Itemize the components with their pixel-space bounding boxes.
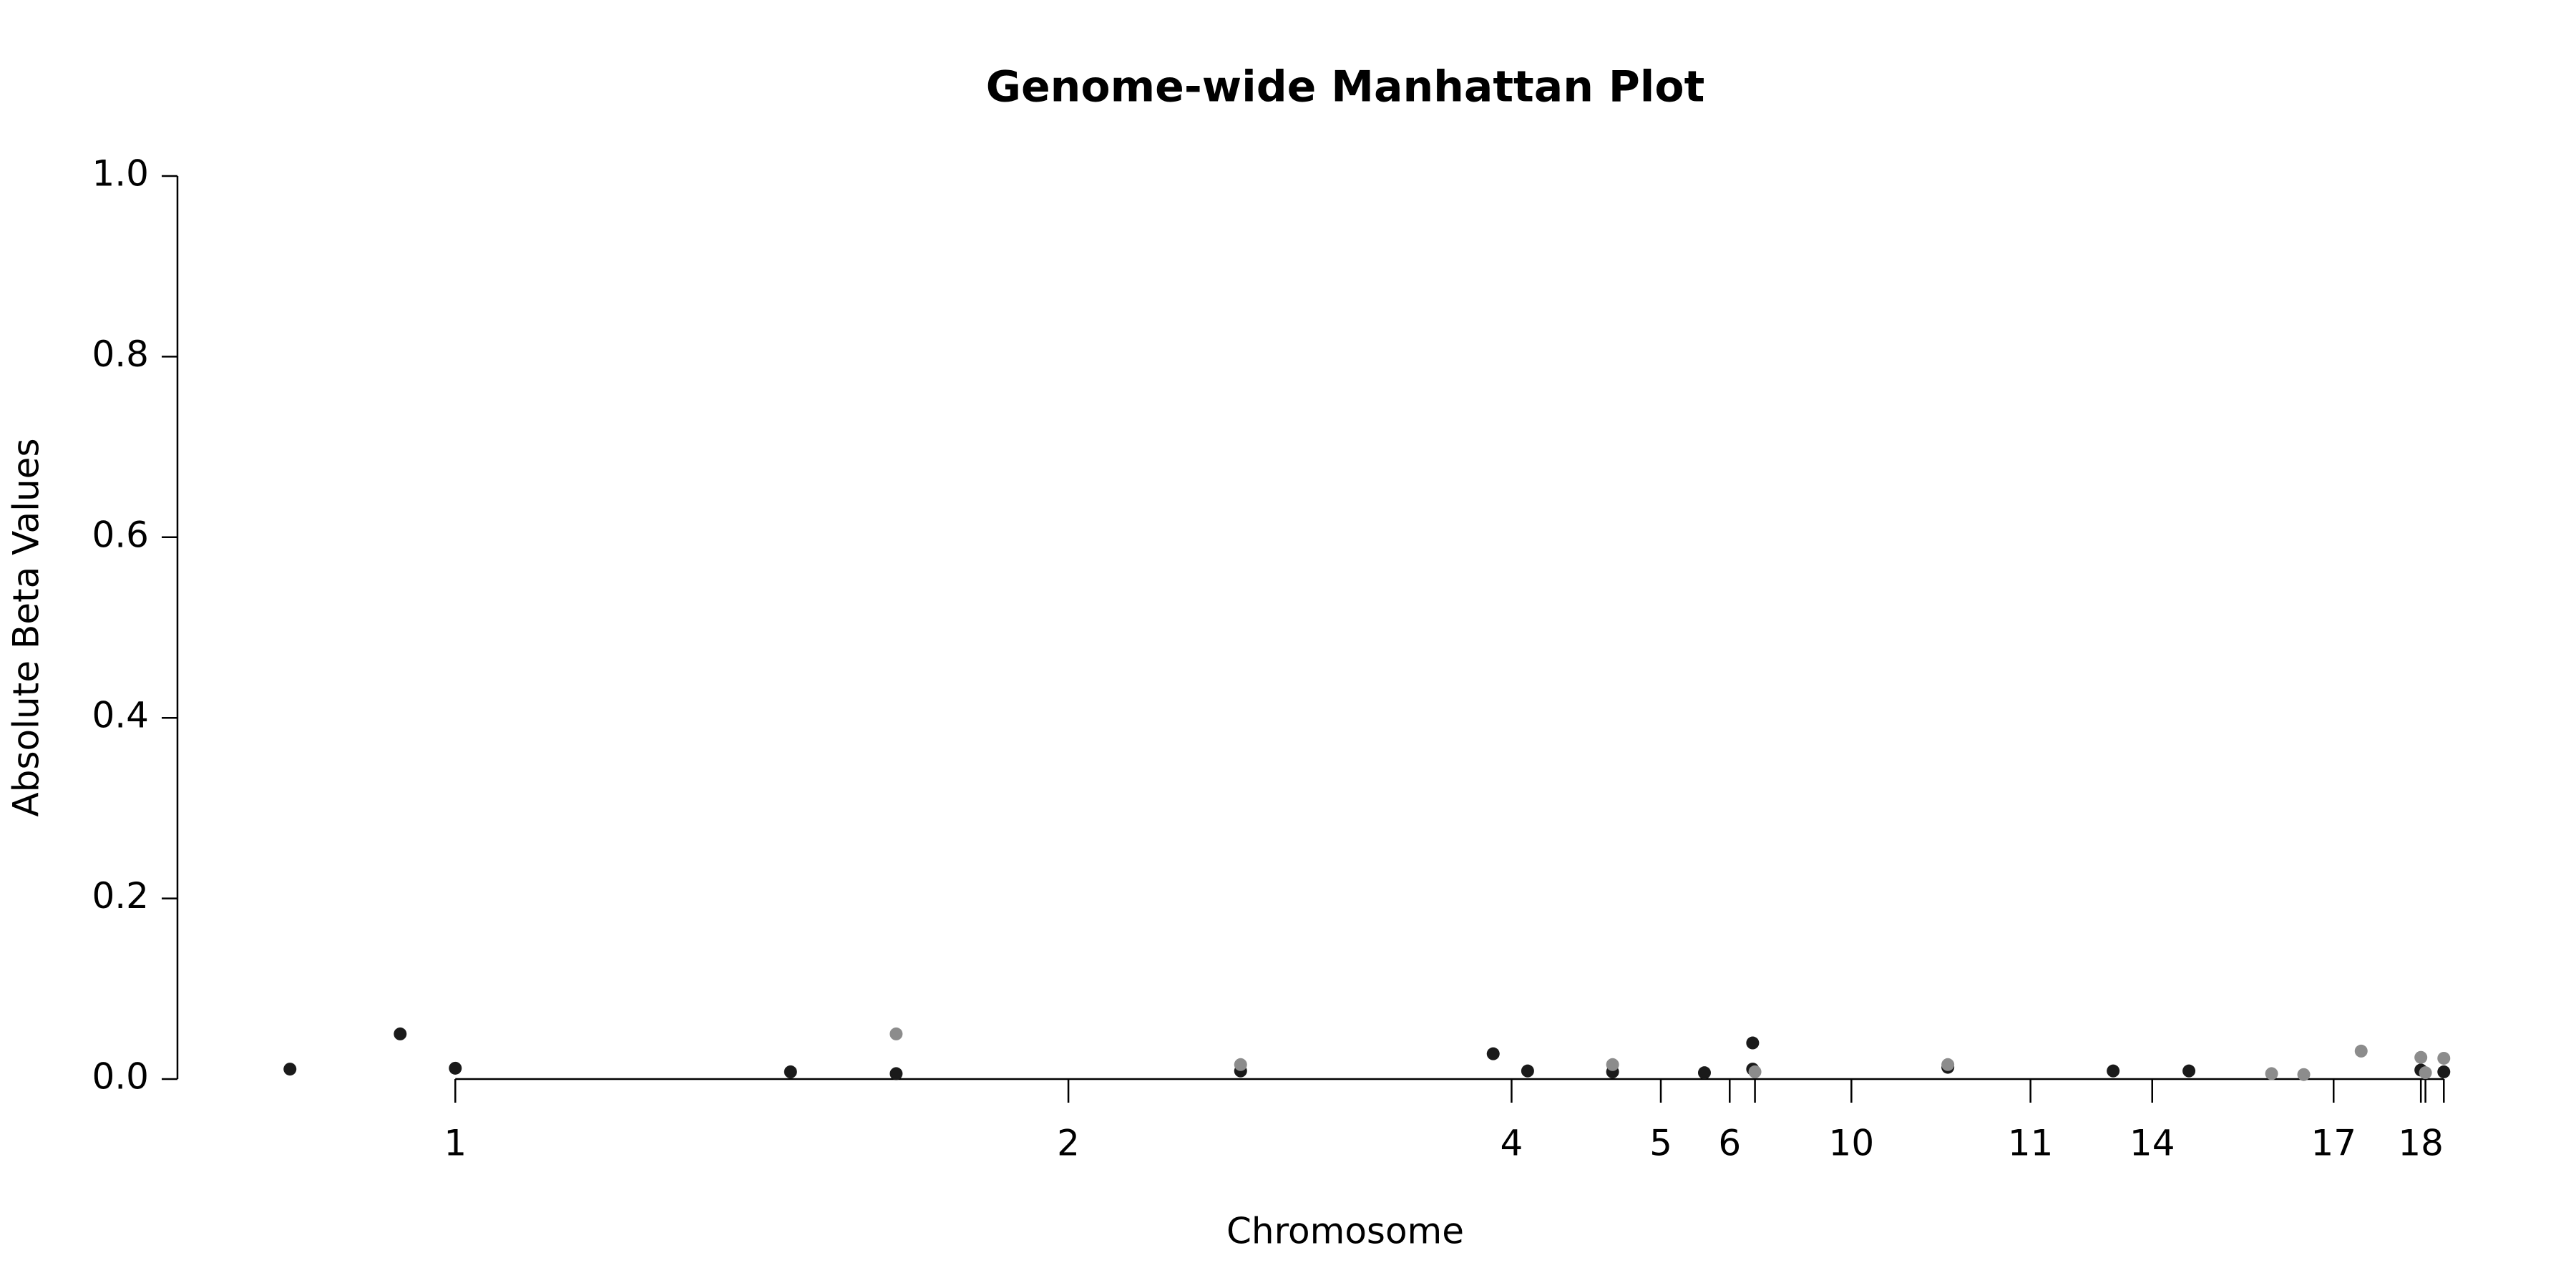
- x-tick-label: 10: [1829, 1123, 1875, 1164]
- y-tick-label: 0.4: [92, 695, 149, 736]
- y-tick-label: 0.6: [92, 514, 149, 555]
- data-point: [889, 1067, 903, 1080]
- x-tick-label: 1: [444, 1123, 467, 1164]
- y-tick-label: 0.0: [92, 1056, 149, 1098]
- data-point: [2265, 1067, 2278, 1080]
- x-tick-label: 4: [1501, 1123, 1523, 1164]
- data-point: [394, 1027, 407, 1040]
- x-tick-label: 6: [1718, 1123, 1741, 1164]
- data-point: [1486, 1047, 1500, 1060]
- x-tick-label: 5: [1649, 1123, 1672, 1164]
- chart-title: Genome-wide Manhattan Plot: [986, 62, 1705, 112]
- data-point: [784, 1065, 797, 1078]
- data-point: [2414, 1050, 2428, 1064]
- x-tick-label: 11: [2008, 1123, 2054, 1164]
- x-tick-label: 18: [2398, 1123, 2444, 1164]
- data-point: [2297, 1068, 2311, 1081]
- data-point: [1234, 1058, 1247, 1071]
- y-tick-label: 0.2: [92, 875, 149, 917]
- data-point: [2419, 1066, 2432, 1080]
- data-point: [2437, 1051, 2451, 1065]
- data-point: [1606, 1058, 1619, 1071]
- data-point: [1748, 1065, 1762, 1078]
- data-point: [1941, 1058, 1955, 1071]
- x-axis-title: Chromosome: [1226, 1211, 1464, 1252]
- data-point: [889, 1027, 903, 1040]
- data-point: [1697, 1066, 1711, 1080]
- y-axis-title: Absolute Beta Values: [6, 439, 47, 817]
- data-point: [1521, 1064, 1534, 1078]
- x-tick-label: 14: [2129, 1123, 2175, 1164]
- data-point: [2107, 1064, 2120, 1078]
- data-point: [2354, 1044, 2368, 1058]
- x-tick-label: 2: [1057, 1123, 1080, 1164]
- y-tick-label: 1.0: [92, 153, 149, 195]
- x-tick-label: 17: [2311, 1123, 2356, 1164]
- data-point: [449, 1061, 462, 1075]
- data-point: [2437, 1065, 2451, 1078]
- data-point: [1746, 1036, 1760, 1050]
- y-tick-label: 0.8: [92, 333, 149, 375]
- data-point: [2182, 1064, 2196, 1078]
- data-point: [283, 1063, 297, 1076]
